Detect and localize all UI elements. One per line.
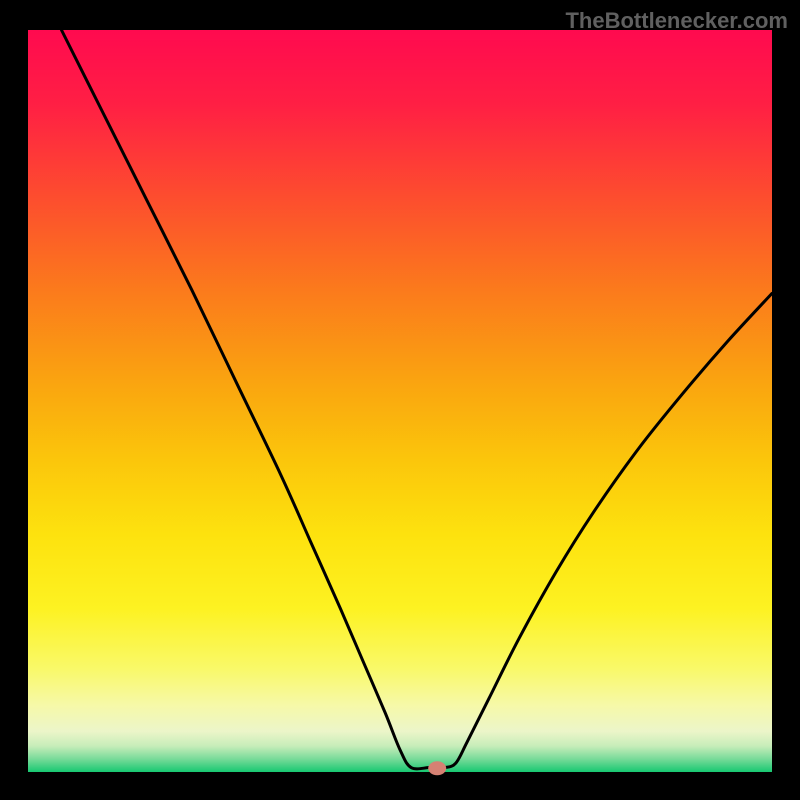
chart-container: TheBottlenecker.com	[0, 0, 800, 800]
chart-background	[28, 30, 772, 772]
watermark-text: TheBottlenecker.com	[565, 8, 788, 34]
optimal-point-marker	[428, 761, 446, 775]
bottleneck-chart	[0, 0, 800, 800]
